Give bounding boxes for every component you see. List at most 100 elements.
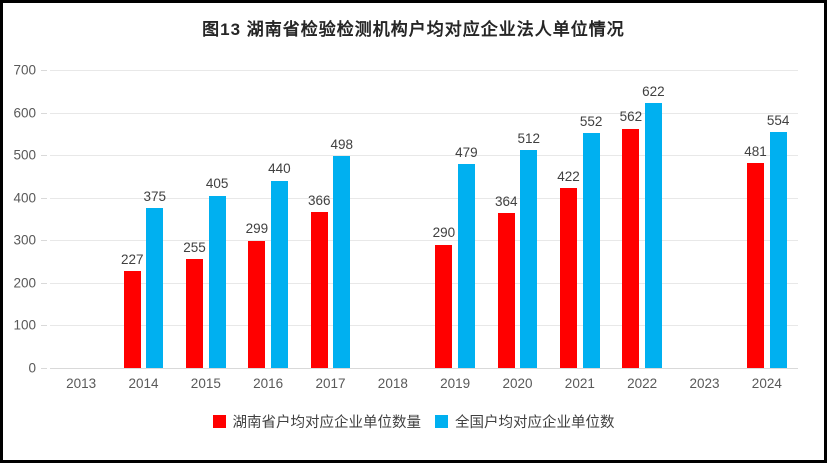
bar-2017-series0	[310, 212, 328, 368]
bar-value-label: 562	[619, 109, 643, 125]
bar-2014-series0	[123, 271, 141, 368]
bar-2022-series1	[644, 103, 662, 368]
bar-value-label: 552	[579, 113, 603, 129]
bar-group-2020-series0: 364	[494, 193, 518, 368]
x-axis-tick-label: 2014	[128, 376, 159, 391]
bar-group-2016-series0: 299	[245, 221, 269, 368]
legend-swatch-national	[435, 415, 448, 428]
y-axis-tick-label: 200	[13, 275, 36, 291]
y-axis-tick-label: 600	[13, 105, 36, 121]
y-axis-tick-label: 400	[13, 190, 36, 206]
bar-group-2016-series1: 440	[268, 162, 291, 368]
bar-value-label: 366	[307, 192, 331, 208]
category-slot-2021: 422 552	[549, 70, 611, 368]
x-axis-tick-label: 2024	[751, 376, 782, 391]
bar-group-2020-series1: 512	[517, 132, 540, 368]
bar-value-label: 422	[557, 168, 580, 184]
bar-2019-series0	[435, 244, 453, 368]
category-slot-2022: 562 622	[611, 70, 673, 368]
gridline	[50, 197, 798, 199]
category-slot-2023	[673, 70, 735, 368]
bar-group-2017-series1: 498	[330, 136, 354, 368]
bar-2022-series0	[622, 128, 640, 368]
plot-area: 227 375 255 405 299 440 366 498 290 479 364 512 422 5…	[41, 70, 798, 369]
y-axis-tick-label: 300	[13, 232, 36, 248]
gridline	[50, 240, 798, 242]
x-axis-tick-label: 2013	[66, 376, 97, 391]
bar-2021-series1	[582, 133, 600, 368]
bar-group-2015-series1: 405	[205, 176, 229, 368]
gridline	[50, 112, 798, 114]
category-slot-2018	[362, 70, 424, 368]
x-axis-line	[50, 368, 798, 369]
bar-value-label: 364	[494, 193, 518, 209]
gridline	[50, 325, 798, 327]
bar-value-label: 299	[245, 221, 269, 237]
y-axis-tick-label: 500	[13, 147, 36, 163]
x-axis-tick-label: 2020	[502, 376, 533, 391]
legend-swatch-hunan	[212, 415, 226, 428]
bar-2016-series1	[270, 180, 288, 368]
bar-2014-series1	[146, 208, 164, 368]
bar-group-2022-series0: 562	[619, 109, 643, 368]
x-axis-tick-label: 2016	[253, 376, 284, 391]
legend-label-national: 全国户均对应企业单位数	[455, 415, 615, 431]
bar-2015-series0	[186, 259, 204, 368]
bar-2017-series1	[333, 156, 351, 368]
bar-value-label: 255	[183, 239, 206, 255]
category-slot-2024: 481 554	[736, 70, 798, 368]
y-axis-tick-label: 700	[13, 62, 36, 78]
bar-group-2014-series1: 375	[143, 190, 166, 368]
bar-value-label: 498	[330, 136, 354, 152]
category-slot-2015: 255 405	[175, 70, 237, 368]
x-axis-tick-label: 2021	[564, 376, 595, 391]
y-axis-tick	[41, 197, 47, 199]
bar-2019-series1	[457, 164, 475, 368]
bar-2024-series0	[747, 163, 765, 368]
category-slot-2019: 290 479	[424, 70, 486, 368]
category-slot-2020: 364 512	[486, 70, 548, 368]
gridline	[50, 282, 798, 284]
bar-group-2022-series1: 622	[642, 85, 665, 368]
x-axis: 2013 2014 2015 2016 2017 2018 2019 2020 2021 2022…	[50, 376, 798, 394]
legend: 湖南省户均对应企业单位数量 全国户均对应企业单位数	[3, 411, 824, 432]
bar-value-label: 227	[120, 251, 144, 267]
bar-value-label: 405	[205, 176, 229, 192]
bar-group-2021-series0: 422	[557, 170, 580, 368]
x-axis-tick-label: 2015	[190, 376, 221, 391]
gridline	[50, 70, 798, 71]
category-slot-2013	[50, 70, 112, 368]
x-axis-tick-label: 2022	[627, 376, 658, 391]
x-axis-tick-label: 2018	[377, 376, 408, 391]
y-axis-tick	[41, 112, 47, 114]
x-axis-tick-label: 2019	[440, 376, 471, 391]
bar-2016-series0	[248, 240, 266, 368]
category-slot-2016: 299 440	[237, 70, 299, 368]
bar-group-2019-series1: 479	[455, 146, 478, 368]
chart-title: 图13 湖南省检验检测机构户均对应企业法人单位情况	[202, 20, 625, 39]
y-axis-tick	[41, 368, 47, 369]
bar-value-label: 481	[744, 143, 767, 159]
legend-label-hunan: 湖南省户均对应企业单位数量	[232, 415, 422, 431]
category-slot-2014: 227 375	[112, 70, 174, 368]
y-axis-tick-label: 0	[28, 360, 36, 376]
bar-value-label: 622	[642, 83, 665, 99]
bar-value-label: 290	[432, 225, 456, 241]
bar-group-2024-series1: 554	[766, 112, 790, 368]
legend-entry-national: 全国户均对应企业单位数	[435, 411, 615, 432]
y-axis-tick	[41, 282, 47, 284]
bar-2021-series0	[560, 188, 578, 368]
bar-value-label: 440	[268, 161, 291, 177]
y-axis-tick	[41, 240, 47, 242]
bar-value-label: 554	[766, 112, 790, 128]
bar-group-2017-series0: 366	[307, 192, 331, 368]
y-axis-tick-label: 100	[13, 317, 36, 333]
bar-2020-series0	[497, 213, 515, 368]
x-axis-tick-label: 2023	[689, 376, 720, 391]
y-axis-tick	[41, 70, 47, 71]
bar-group-2015-series0: 255	[183, 241, 206, 368]
bar-group-2014-series0: 227	[120, 251, 144, 368]
bar-group-2021-series1: 552	[579, 113, 603, 368]
bar-2024-series1	[769, 132, 787, 368]
